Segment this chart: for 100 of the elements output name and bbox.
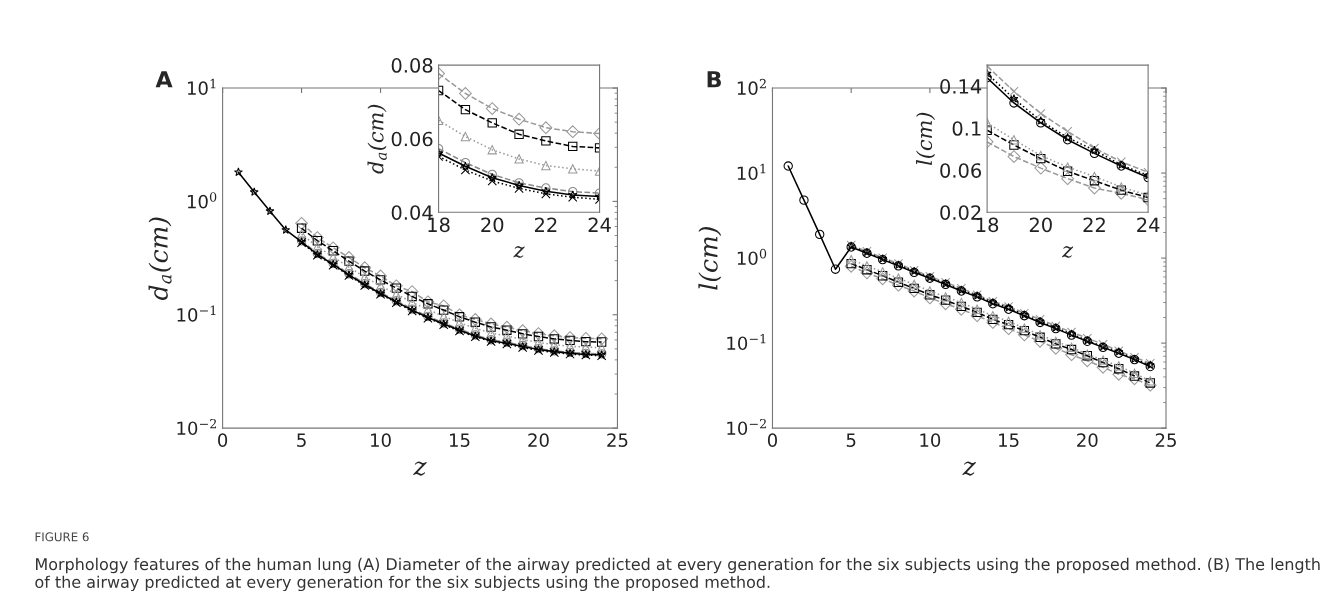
point bbox=[1062, 166, 1073, 176]
y-tick-label: 0.14 bbox=[940, 79, 982, 94]
point bbox=[988, 314, 998, 325]
point bbox=[407, 297, 417, 307]
point bbox=[486, 328, 496, 338]
point bbox=[539, 121, 553, 135]
point bbox=[1009, 94, 1019, 103]
point bbox=[502, 331, 512, 341]
point bbox=[1009, 86, 1019, 97]
point bbox=[923, 291, 937, 305]
point bbox=[487, 118, 497, 128]
y-tick-label: 10$^{0}$ bbox=[737, 248, 767, 266]
point bbox=[375, 281, 386, 291]
point bbox=[1009, 135, 1019, 145]
chart-title: A bbox=[155, 71, 173, 88]
x-tick-label: 22 bbox=[534, 217, 557, 232]
point bbox=[581, 342, 591, 352]
point bbox=[532, 327, 545, 341]
y-tick-label: 10$^{−1}$ bbox=[727, 333, 766, 351]
x-axis-title: z bbox=[513, 245, 525, 258]
point bbox=[549, 339, 559, 350]
point bbox=[486, 322, 496, 332]
x-axis-title: z bbox=[962, 461, 976, 476]
y-tick-label: 10$^{0}$ bbox=[187, 192, 217, 209]
point bbox=[907, 284, 921, 298]
point bbox=[1009, 98, 1019, 108]
point bbox=[909, 279, 919, 290]
point bbox=[374, 269, 387, 283]
point bbox=[925, 286, 935, 296]
y-tick-label: 0.08 bbox=[391, 58, 433, 73]
point bbox=[439, 311, 449, 321]
point bbox=[596, 343, 607, 353]
point bbox=[783, 161, 793, 171]
point bbox=[970, 309, 984, 323]
point bbox=[296, 229, 307, 239]
point bbox=[375, 275, 386, 285]
point bbox=[1143, 378, 1157, 392]
point bbox=[954, 302, 968, 316]
point bbox=[1089, 148, 1100, 159]
x-axis-title: z bbox=[413, 461, 427, 476]
point bbox=[328, 246, 338, 256]
x-axis-title: z bbox=[1061, 245, 1074, 258]
point bbox=[1017, 328, 1031, 342]
point bbox=[1080, 354, 1094, 368]
point bbox=[579, 331, 593, 345]
point bbox=[972, 304, 982, 314]
point bbox=[860, 266, 874, 280]
point bbox=[296, 223, 307, 233]
point bbox=[249, 187, 259, 196]
y-axis-title: d$_{a}$(cm) bbox=[148, 217, 172, 300]
point bbox=[565, 335, 575, 346]
point bbox=[566, 125, 580, 139]
point bbox=[484, 317, 498, 331]
point bbox=[281, 225, 291, 234]
x-tick-label: 24 bbox=[588, 217, 611, 232]
point bbox=[460, 131, 471, 142]
x-tick-label: 10 bbox=[371, 433, 391, 447]
point bbox=[1112, 367, 1126, 381]
point bbox=[516, 324, 530, 338]
point bbox=[891, 278, 905, 292]
x-tick-label: 20 bbox=[1029, 217, 1052, 233]
point bbox=[565, 341, 575, 351]
text: Morphology features of the human lung (A) Diameter of the airway predicted at every generation for the six subjects using the proposed method. (B) The length of the airway predicted at every generation for the six subjects using the proposed method. bbox=[35, 557, 1320, 592]
point bbox=[344, 256, 354, 266]
point bbox=[1036, 118, 1046, 128]
point bbox=[1034, 161, 1048, 175]
point bbox=[518, 334, 528, 345]
point bbox=[454, 312, 465, 322]
point bbox=[1089, 171, 1100, 182]
point bbox=[581, 336, 591, 347]
y-axis-title: l(cm) bbox=[916, 112, 936, 165]
point bbox=[799, 195, 809, 205]
point bbox=[988, 311, 998, 321]
point bbox=[595, 332, 609, 346]
point bbox=[844, 259, 858, 273]
x-tick-label: 22 bbox=[1083, 217, 1105, 232]
y-tick-label: 10$^{−1}$ bbox=[177, 305, 216, 322]
point bbox=[502, 325, 512, 335]
point bbox=[533, 331, 544, 342]
point bbox=[1033, 334, 1047, 348]
point bbox=[328, 252, 338, 262]
point bbox=[939, 297, 953, 311]
point bbox=[407, 291, 417, 302]
point bbox=[563, 331, 577, 344]
point bbox=[846, 254, 856, 265]
point bbox=[1096, 360, 1110, 374]
point bbox=[460, 161, 470, 171]
point bbox=[846, 258, 856, 269]
x-tick-label: 0 bbox=[767, 433, 778, 447]
point bbox=[986, 316, 1000, 329]
x-tick-label: 24 bbox=[1137, 217, 1160, 232]
y-axis-title: l(cm) bbox=[698, 227, 722, 290]
y-tick-label: 10$^{−2}$ bbox=[177, 418, 217, 436]
point bbox=[485, 102, 499, 115]
y-tick-label: 10$^{1}$ bbox=[187, 78, 216, 96]
point bbox=[360, 272, 370, 282]
point bbox=[1036, 108, 1046, 119]
x-tick-label: 20 bbox=[1077, 433, 1098, 447]
point bbox=[568, 164, 578, 174]
point bbox=[437, 299, 451, 313]
